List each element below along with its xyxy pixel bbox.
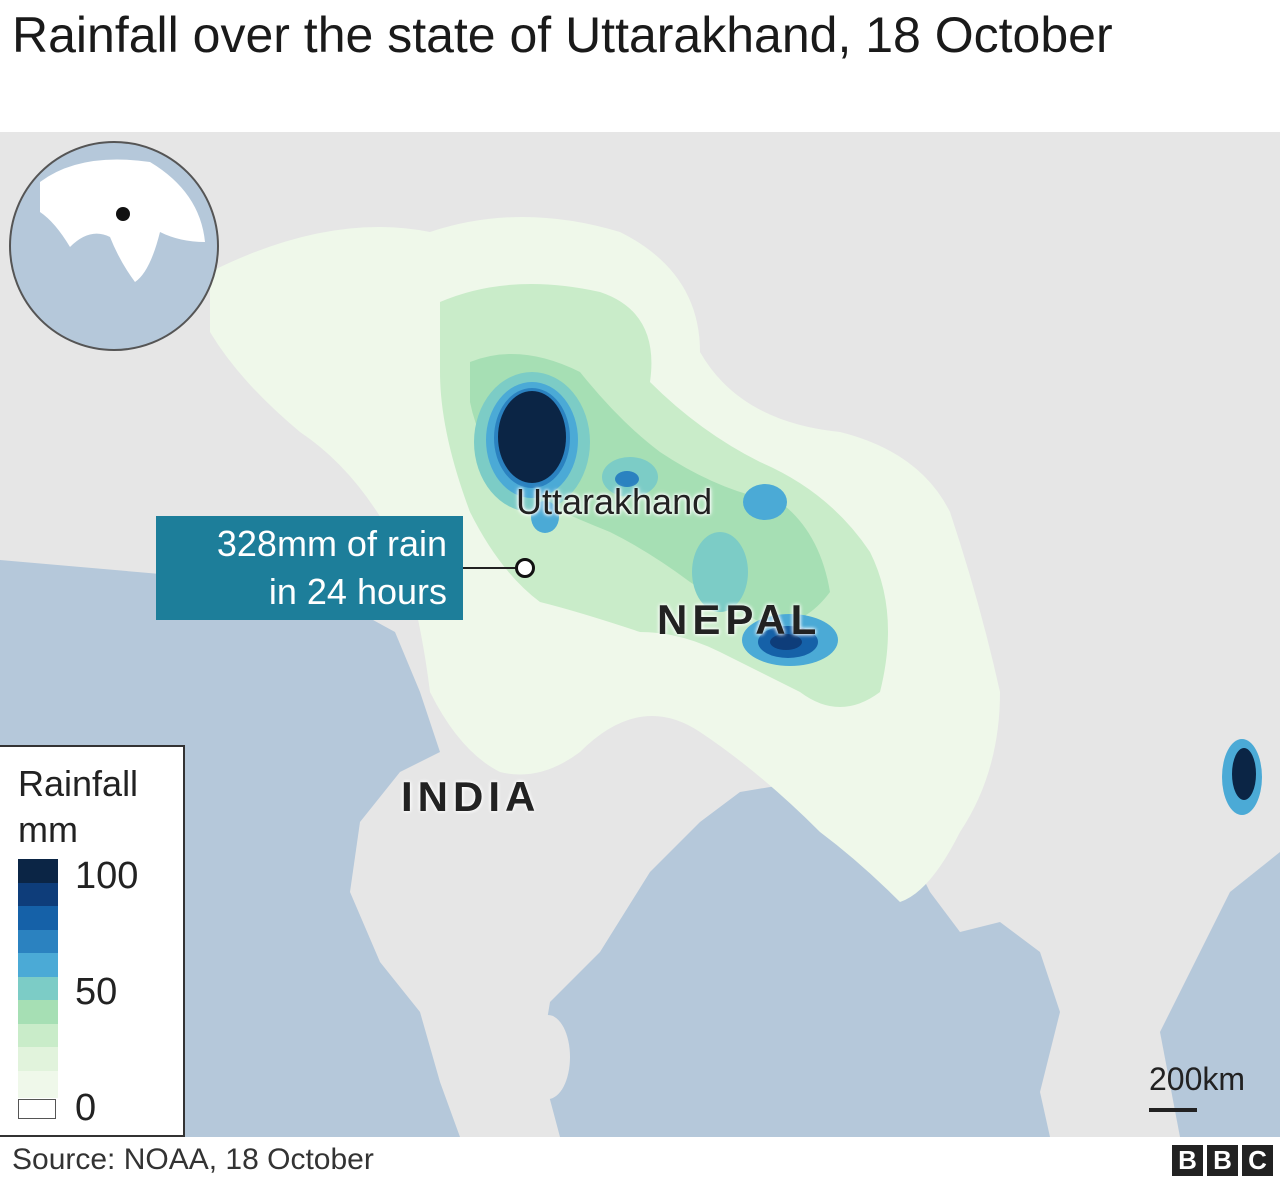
callout-leader-line <box>463 567 520 569</box>
legend-tick-0: 0 <box>75 1087 97 1129</box>
rain-patch-blue-1 <box>743 484 787 520</box>
legend-swatch <box>18 859 58 886</box>
country-label-nepal: NEPAL <box>657 596 822 643</box>
rain-patch-small <box>531 501 559 533</box>
location-marker <box>515 558 535 578</box>
legend-swatch <box>18 976 58 1004</box>
bbc-logo-letter: C <box>1242 1145 1273 1176</box>
map-area: Uttarakhand 328mm of rain in 24 hours NE… <box>0 132 1280 1137</box>
globe-location-dot <box>116 207 130 221</box>
legend-tick-50: 50 <box>75 971 118 1013</box>
legend-tick-100: 100 <box>75 855 139 897</box>
bay-of-bengal <box>540 782 1060 1137</box>
rain-coast-core <box>770 634 802 650</box>
rain-patch-teal-1 <box>692 532 748 612</box>
legend: Rainfall mm 100 50 0 <box>0 745 185 1137</box>
source-note: Source: NOAA, 18 October <box>12 1143 374 1176</box>
legend-swatch <box>18 1000 58 1027</box>
uttarakhand-rain-core <box>498 391 566 483</box>
map-canvas <box>0 132 1280 1137</box>
bbc-logo-letter: B <box>1207 1145 1238 1176</box>
legend-zero-swatch <box>18 1099 56 1119</box>
bbc-logo: B B C <box>1172 1145 1273 1176</box>
callout-line2: in 24 hours <box>268 571 447 612</box>
callout-line1: 328mm of rain <box>216 523 447 564</box>
legend-swatch <box>18 1070 58 1098</box>
rain-patch-blue-2 <box>615 471 639 487</box>
legend-title-line1: Rainfall <box>18 763 139 804</box>
legend-swatch <box>18 953 58 980</box>
legend-swatch <box>18 906 58 933</box>
scale-bar <box>1149 1108 1197 1112</box>
sri-lanka <box>526 1015 570 1099</box>
uttarakhand-label: Uttarakhand <box>516 481 713 522</box>
legend-title: Rainfall mm <box>18 761 138 853</box>
legend-swatch <box>18 929 58 957</box>
map-title: Rainfall over the state of Uttarakhand, … <box>12 7 1113 63</box>
scale-bar-label: 200km <box>1149 1061 1246 1097</box>
east-sea <box>1160 852 1280 1137</box>
legend-title-line2: mm <box>18 809 78 850</box>
legend-swatch <box>18 1047 58 1074</box>
country-label-india: INDIA <box>401 773 541 820</box>
rain-east-core <box>1232 748 1256 800</box>
locator-globe <box>9 141 219 351</box>
rainfall-callout: 328mm of rain in 24 hours <box>156 516 463 620</box>
legend-swatch <box>18 882 58 910</box>
legend-swatch <box>18 1023 58 1051</box>
bbc-logo-letter: B <box>1172 1145 1203 1176</box>
